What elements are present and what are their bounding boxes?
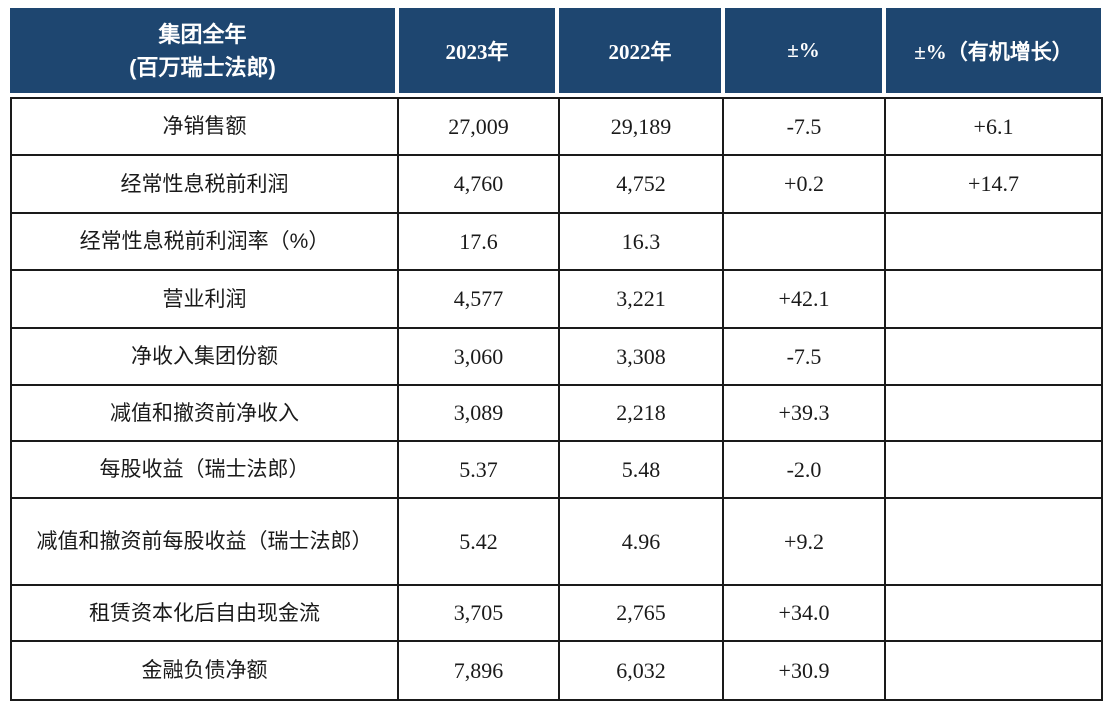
value-organic-growth <box>884 497 1103 586</box>
value-2022: 2,765 <box>558 584 724 642</box>
header-2022: 2022年 <box>559 8 721 93</box>
value-organic-growth <box>884 584 1103 642</box>
group-results-table: 集团全年 (百万瑞士法郎) 2023年 2022年 ±% ±%（有机增长） 净销… <box>10 8 1103 701</box>
header-group-title-line1: 集团全年 <box>158 21 247 47</box>
table-row: 经常性息税前利润率（%） 17.6 16.3 <box>10 212 1103 271</box>
value-pct-change: +39.3 <box>722 384 886 442</box>
value-organic-growth: +14.7 <box>884 154 1103 214</box>
table-body: 净销售额 27,009 29,189 -7.5 +6.1 经常性息税前利润 4,… <box>10 97 1103 701</box>
value-organic-growth <box>884 212 1103 271</box>
table-row: 金融负债净额 7,896 6,032 +30.9 <box>10 640 1103 701</box>
value-2022: 3,308 <box>558 327 724 386</box>
row-label: 减值和撤资前净收入 <box>10 384 399 442</box>
row-label: 金融负债净额 <box>10 640 399 701</box>
value-organic-growth <box>884 269 1103 329</box>
table-row: 净销售额 27,009 29,189 -7.5 +6.1 <box>10 97 1103 156</box>
value-pct-change: -2.0 <box>722 440 886 499</box>
value-2022: 4.96 <box>558 497 724 586</box>
row-label: 减值和撤资前每股收益（瑞士法郎） <box>10 497 399 586</box>
table-row: 每股收益（瑞士法郎） 5.37 5.48 -2.0 <box>10 440 1103 499</box>
table-row: 经常性息税前利润 4,760 4,752 +0.2 +14.7 <box>10 154 1103 214</box>
header-group-title-line2: (百万瑞士法郎) <box>129 54 276 80</box>
value-2023: 7,896 <box>397 640 560 701</box>
value-2022: 3,221 <box>558 269 724 329</box>
value-2023: 4,760 <box>397 154 560 214</box>
table-row: 减值和撤资前净收入 3,089 2,218 +39.3 <box>10 384 1103 442</box>
value-2023: 5.42 <box>397 497 560 586</box>
row-label: 每股收益（瑞士法郎） <box>10 440 399 499</box>
value-organic-growth <box>884 440 1103 499</box>
row-label: 净收入集团份额 <box>10 327 399 386</box>
table-row: 净收入集团份额 3,060 3,308 -7.5 <box>10 327 1103 386</box>
table-row: 租赁资本化后自由现金流 3,705 2,765 +34.0 <box>10 584 1103 642</box>
table-row: 营业利润 4,577 3,221 +42.1 <box>10 269 1103 329</box>
value-organic-growth <box>884 327 1103 386</box>
header-group-title: 集团全年 (百万瑞士法郎) <box>10 8 395 93</box>
value-pct-change: +34.0 <box>722 584 886 642</box>
header-2023: 2023年 <box>399 8 555 93</box>
value-pct-change: -7.5 <box>722 97 886 156</box>
row-label: 经常性息税前利润率（%） <box>10 212 399 271</box>
row-label: 租赁资本化后自由现金流 <box>10 584 399 642</box>
value-pct-change: +30.9 <box>722 640 886 701</box>
value-pct-change: +9.2 <box>722 497 886 586</box>
value-2022: 2,218 <box>558 384 724 442</box>
value-organic-growth <box>884 384 1103 442</box>
row-label: 经常性息税前利润 <box>10 154 399 214</box>
header-pct-organic-growth: ±%（有机增长） <box>886 8 1101 93</box>
row-label: 净销售额 <box>10 97 399 156</box>
table-header-row: 集团全年 (百万瑞士法郎) 2023年 2022年 ±% ±%（有机增长） <box>10 8 1101 93</box>
value-pct-change: +0.2 <box>722 154 886 214</box>
value-pct-change: +42.1 <box>722 269 886 329</box>
header-pct-change: ±% <box>725 8 882 93</box>
value-pct-change <box>722 212 886 271</box>
value-2023: 5.37 <box>397 440 560 499</box>
row-label: 营业利润 <box>10 269 399 329</box>
value-2023: 4,577 <box>397 269 560 329</box>
table-row: 减值和撤资前每股收益（瑞士法郎） 5.42 4.96 +9.2 <box>10 497 1103 586</box>
value-2022: 16.3 <box>558 212 724 271</box>
value-2022: 4,752 <box>558 154 724 214</box>
value-pct-change: -7.5 <box>722 327 886 386</box>
value-2022: 29,189 <box>558 97 724 156</box>
value-2023: 3,089 <box>397 384 560 442</box>
value-organic-growth: +6.1 <box>884 97 1103 156</box>
value-2023: 17.6 <box>397 212 560 271</box>
value-2022: 6,032 <box>558 640 724 701</box>
value-organic-growth <box>884 640 1103 701</box>
value-2022: 5.48 <box>558 440 724 499</box>
value-2023: 3,705 <box>397 584 560 642</box>
value-2023: 27,009 <box>397 97 560 156</box>
value-2023: 3,060 <box>397 327 560 386</box>
